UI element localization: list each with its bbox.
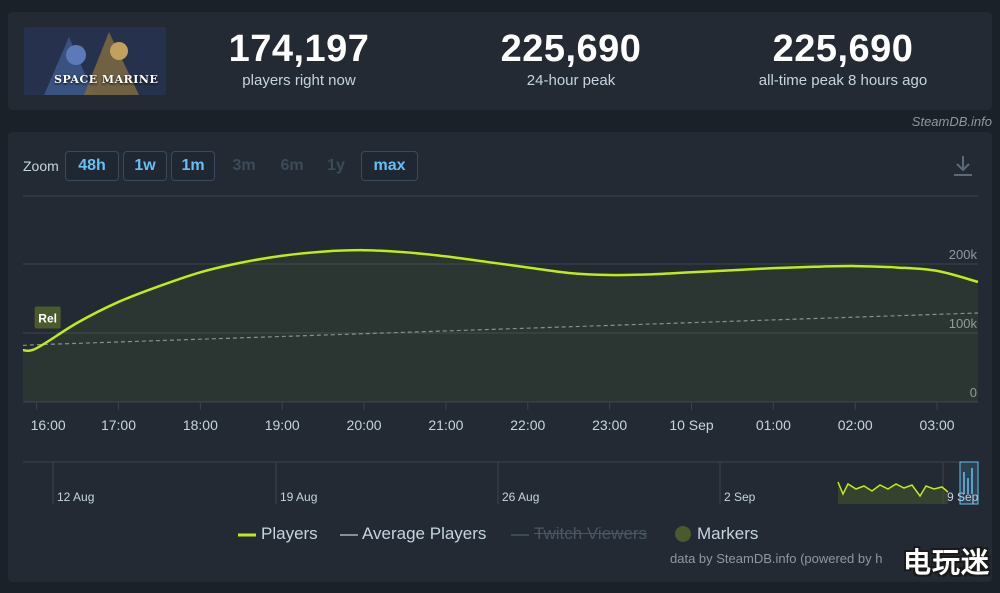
chart-panel: Zoom 48h 1w 1m 3m 6m 1y max 200k 100k 0 16:… <box>8 132 992 582</box>
x-tick-label: 20:00 <box>347 417 382 433</box>
legend-markers-icon <box>675 526 691 542</box>
zoom-48h-button[interactable]: 48h <box>65 151 119 181</box>
navigator-players-line <box>837 481 949 498</box>
legend-markers[interactable]: Markers <box>697 524 759 543</box>
zoom-max-button[interactable]: max <box>361 151 418 181</box>
stat-label: players right now <box>242 72 356 89</box>
players-line <box>22 248 979 353</box>
navigator-tick-label: 9 Sep <box>947 490 979 504</box>
release-marker <box>34 306 61 329</box>
x-tick-label: 17:00 <box>101 417 136 433</box>
y-tick-label: 100k <box>949 316 978 331</box>
navigator-handle-icon <box>963 468 973 494</box>
stat-label: all-time peak 8 hours ago <box>758 72 928 89</box>
stat-value: 225,690 <box>772 28 914 70</box>
stat-label: 24-hour peak <box>526 72 616 89</box>
x-tick-label: 03:00 <box>920 417 955 433</box>
data-credit[interactable]: data by SteamDB.info (powered by h <box>670 551 883 566</box>
navigator-window <box>959 461 979 505</box>
stat-all-time-peak: 225,690 all-time peak 8 hours ago <box>728 28 958 89</box>
x-tick-label: 02:00 <box>838 417 873 433</box>
watermark-logo: 电玩迷 <box>902 546 990 579</box>
navigator-tick-label: 26 Aug <box>502 490 539 504</box>
zoom-3m-button[interactable]: 3m <box>232 157 256 174</box>
release-marker-label: Rel <box>38 311 57 325</box>
legend-average-swatch <box>340 534 358 536</box>
zoom-1w-button[interactable]: 1w <box>123 151 167 181</box>
stat-24h-peak: 225,690 24-hour peak <box>456 28 686 89</box>
stat-current-players: 174,197 players right now <box>184 28 414 89</box>
x-tick-label: 01:00 <box>756 417 791 433</box>
legend-twitch-viewers[interactable]: Twitch Viewers <box>534 524 648 543</box>
zoom-1m-button[interactable]: 1m <box>171 151 215 181</box>
players-area <box>23 250 978 402</box>
x-tick-label: 21:00 <box>428 417 463 433</box>
x-tick-label: 23:00 <box>592 417 627 433</box>
navigator-tick-label: 12 Aug <box>57 490 94 504</box>
navigator-tick-label: 19 Aug <box>280 490 317 504</box>
stat-value: 174,197 <box>228 28 370 70</box>
x-tick-label: 19:00 <box>265 417 300 433</box>
legend-players[interactable]: Players <box>261 524 318 543</box>
zoom-label: Zoom <box>23 158 59 174</box>
x-tick-label: 22:00 <box>510 417 545 433</box>
x-tick-label: 18:00 <box>183 417 218 433</box>
zoom-6m-button[interactable]: 6m <box>280 157 304 174</box>
y-tick-label: 0 <box>970 385 977 400</box>
game-cover-art-icon <box>24 27 166 95</box>
game-cover-image[interactable]: SPACE MARINE <box>24 27 166 95</box>
legend-players-swatch <box>238 533 256 537</box>
zoom-1y-button[interactable]: 1y <box>327 157 345 174</box>
legend-average-players[interactable]: Average Players <box>362 524 487 543</box>
navigator-tick-label: 2 Sep <box>724 490 756 504</box>
legend-twitch-swatch <box>511 534 529 536</box>
y-tick-label: 200k <box>949 247 978 262</box>
player-count-chart[interactable]: 200k 100k 0 16:00 17:00 18:00 19:00 20:00 21:00 2… <box>8 132 992 582</box>
steamdb-credit[interactable]: SteamDB.info <box>911 114 992 129</box>
download-icon[interactable] <box>952 154 974 178</box>
stats-panel: SPACE MARINE 174,197 players right now 2… <box>8 12 992 110</box>
x-tick-label: 10 Sep <box>669 417 714 433</box>
stat-value: 225,690 <box>500 28 642 70</box>
x-tick-label: 16:00 <box>31 417 66 433</box>
game-logo-text: SPACE MARINE <box>54 73 159 86</box>
average-players-line <box>22 312 979 347</box>
